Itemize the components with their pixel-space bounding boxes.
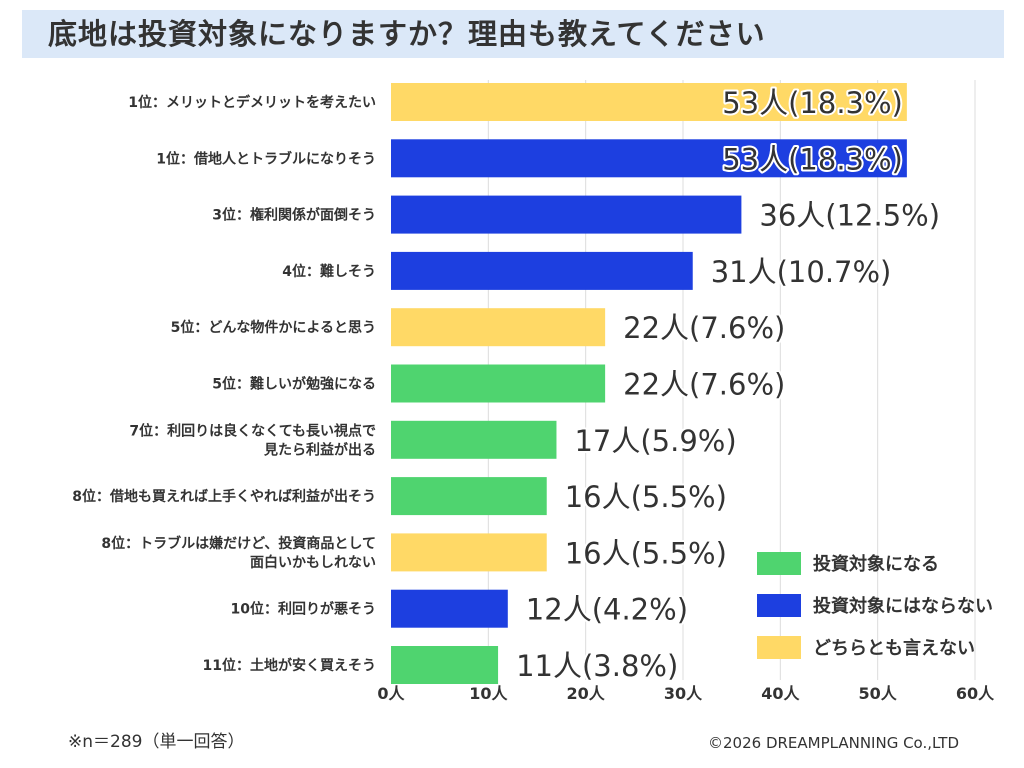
x-tick-label: 10人 (469, 684, 508, 703)
category-label: 8位：トラブルは嫌だけど、投資商品として (101, 535, 376, 552)
bar-invest (391, 420, 557, 459)
x-tick-label: 50人 (859, 684, 898, 703)
legend-swatch-neither (757, 636, 801, 659)
value-label: 36人(12.5%) (759, 199, 940, 233)
x-tick-label: 20人 (567, 684, 606, 703)
x-tick-label: 60人 (956, 684, 995, 703)
legend-label: 投資対象になる (813, 553, 939, 575)
legend-label: 投資対象にはならない (813, 595, 993, 617)
bar-invest (391, 646, 499, 684)
bar-neither (391, 308, 606, 347)
x-tick-label: 30人 (664, 684, 703, 703)
category-label: 5位：どんな物件かによると思う (171, 319, 376, 336)
bar-neither (391, 83, 907, 121)
bar-invest (391, 477, 547, 516)
category-label: 3位：権利関係が面倒そう (212, 207, 376, 224)
value-label: 16人(5.5%) (565, 536, 727, 570)
value-label: 31人(10.7%) (711, 255, 892, 289)
bar-neither (391, 533, 547, 572)
bar-not_invest (391, 195, 742, 234)
bar-not_invest (391, 251, 693, 290)
value-label: 22人(7.6%) (623, 368, 785, 402)
x-tick-label: 40人 (761, 684, 800, 703)
value-label: 17人(5.9%) (574, 424, 736, 458)
category-label: 1位：借地人とトラブルになりそう (156, 150, 376, 167)
category-label: 10位：利回りが悪そう (231, 601, 376, 618)
value-label: 53人(18.3%) (722, 86, 903, 120)
sample-size-note: ※n＝289（単一回答） (68, 732, 245, 752)
category-label: 8位：借地も買えれば上手くやれば利益が出そう (72, 488, 376, 505)
legend-swatch-invest (757, 552, 801, 575)
bar-invest (391, 364, 606, 403)
bar-not_invest (391, 139, 907, 178)
legend-label: どちらとも言えない (813, 637, 975, 659)
copyright-notice: ©2026 DREAMPLANNING Co.,LTD (708, 734, 960, 752)
value-label: 12人(4.2%) (526, 593, 688, 627)
title-band (22, 10, 1004, 58)
value-label: 11人(3.8%) (516, 649, 678, 683)
category-label: 面白いかもしれない (250, 554, 376, 571)
value-label: 22人(7.6%) (623, 311, 785, 345)
chart-title: 底地は投資対象になりますか？理由も教えてください (48, 17, 766, 51)
category-label: 7位：利回りは良くなくても長い視点で (129, 422, 376, 439)
value-label: 53人(18.3%) (722, 142, 903, 176)
legend-swatch-not_invest (757, 594, 801, 617)
category-label: 4位：難しそう (282, 263, 376, 280)
bar-not_invest (391, 589, 508, 628)
category-label: 5位：難しいが勉強になる (212, 376, 376, 393)
category-label: 1位：メリットとデメリットを考えたい (128, 94, 376, 111)
category-label: 見たら利益が出る (263, 441, 376, 458)
category-label: 11位：土地が安く買えそう (203, 657, 376, 674)
x-tick-label: 0人 (377, 684, 405, 703)
value-label: 16人(5.5%) (565, 480, 727, 514)
